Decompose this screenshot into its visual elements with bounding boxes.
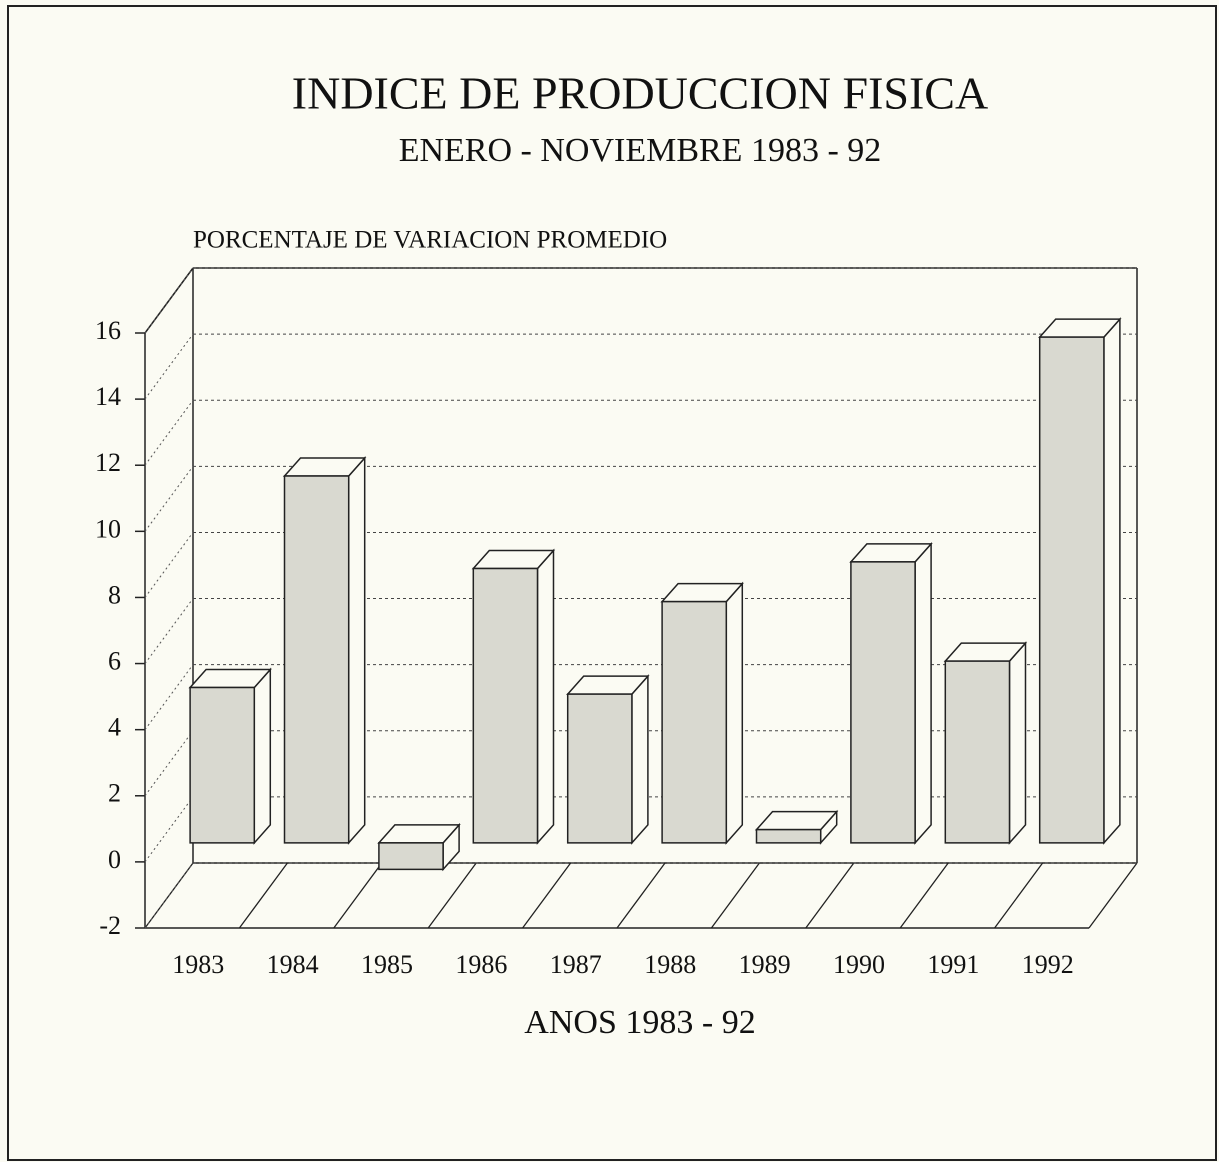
grid-line	[144, 532, 194, 598]
chart-subtitle: ENERO - NOVIEMBRE 1983 - 92	[399, 132, 882, 169]
bar	[282, 455, 367, 845]
bar-face	[472, 567, 539, 844]
bar-face	[347, 455, 366, 845]
y-axis-label: PORCENTAJE DE VARIACION PROMEDIO	[193, 227, 667, 254]
floor-divider	[238, 862, 288, 929]
grid-line	[144, 862, 194, 929]
bar	[849, 541, 933, 845]
y-tick-label: 12	[95, 448, 121, 477]
floor-divider	[710, 862, 760, 929]
grid-line	[144, 598, 194, 664]
grid-line	[144, 333, 194, 400]
bar-face	[253, 667, 272, 845]
floor-divider	[522, 862, 572, 929]
y-tick-label: 0	[108, 845, 121, 874]
bar-face	[661, 600, 728, 844]
bar-face	[850, 561, 916, 844]
grid-line	[144, 399, 194, 466]
bar-face	[1103, 317, 1121, 845]
bar	[1038, 317, 1122, 845]
frame	[7, 5, 1217, 1161]
x-tick-label: 1988	[644, 950, 696, 979]
y-tick-label: 8	[108, 580, 121, 609]
x-tick-label: 1983	[172, 950, 224, 979]
bar	[943, 641, 1028, 845]
y-tick-label: 16	[95, 316, 121, 345]
bar-face	[725, 581, 744, 845]
bar-face	[1008, 641, 1027, 845]
x-tick-label: 1989	[739, 950, 791, 979]
bar	[188, 667, 272, 845]
x-tick-label: 1990	[833, 950, 885, 979]
x-tick-label: 1986	[455, 950, 507, 979]
x-tick-label: 1985	[361, 950, 413, 979]
floor-divider	[333, 862, 383, 929]
bar	[377, 822, 461, 872]
chart-title: INDICE DE PRODUCCION FISICA	[292, 68, 988, 119]
floor-divider	[616, 862, 666, 929]
grid-line	[144, 796, 194, 863]
x-axis-label: ANOS 1983 - 92	[524, 1004, 755, 1041]
floor-divider	[427, 862, 477, 929]
bar-face	[566, 693, 633, 844]
grid-line	[144, 267, 194, 334]
grid-line	[144, 730, 194, 797]
bar-face	[755, 828, 822, 844]
bar-face	[536, 548, 555, 845]
floor-divider	[899, 862, 949, 929]
bar	[566, 674, 650, 845]
floor-divider	[994, 862, 1044, 929]
y-tick-label: 4	[108, 713, 121, 742]
bar-face	[944, 660, 1011, 844]
bar-face	[378, 842, 444, 871]
bar	[471, 548, 556, 845]
x-tick-label: 1987	[550, 950, 602, 979]
bar	[660, 581, 744, 845]
bar-face	[631, 674, 649, 845]
grid-line	[144, 466, 194, 532]
x-tick-label: 1992	[1022, 950, 1074, 979]
y-tick-label: 14	[95, 382, 121, 411]
y-tick-label: 6	[108, 647, 121, 676]
y-tick-label: 10	[95, 514, 121, 543]
floor-divider	[1088, 862, 1138, 929]
y-tick-label: 2	[108, 779, 121, 808]
bar-face	[283, 475, 350, 844]
floor-divider	[805, 862, 855, 929]
bar	[754, 809, 839, 845]
y-tick-label: -2	[99, 911, 121, 940]
bar-face	[189, 686, 256, 844]
bar-face	[1038, 336, 1105, 844]
bar-face	[914, 541, 932, 845]
x-tick-label: 1991	[927, 950, 979, 979]
x-tick-label: 1984	[267, 950, 319, 979]
grid-line	[144, 664, 194, 730]
